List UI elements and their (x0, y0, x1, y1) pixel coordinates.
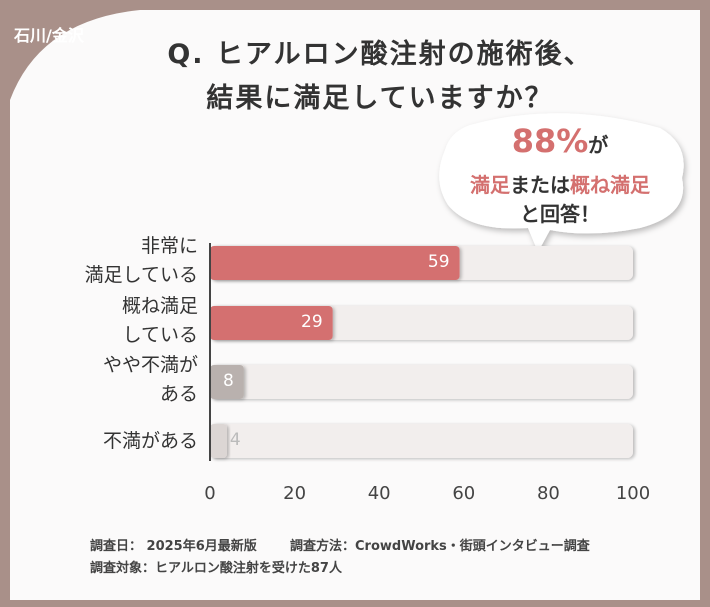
footer-text: 調査対象：ヒアルロン酸注射を受けた87人 (90, 561, 342, 576)
bar (210, 246, 460, 280)
category-label: 不満がある (102, 429, 198, 452)
track (210, 424, 633, 458)
value-label: 8 (223, 371, 234, 391)
x-tick-label: 60 (452, 483, 476, 504)
value-label: 29 (301, 312, 323, 332)
callout-text: が (588, 133, 609, 157)
bar (210, 365, 244, 399)
callout-text: 満足 (470, 173, 510, 197)
footer-text: 調査方法：CrowdWorks・街頭インタビュー調査 (290, 539, 590, 554)
chart (209, 243, 633, 461)
value-label: 4 (229, 430, 241, 450)
badge: 石川/金沢 (14, 26, 84, 45)
category-label: 非常に 満足している (84, 235, 198, 286)
callout-line: 88%が (440, 122, 680, 160)
callout-bubble (439, 113, 684, 252)
value-label: 59 (427, 252, 450, 272)
x-tick-label: 40 (367, 483, 391, 504)
bar (210, 424, 227, 458)
bar (210, 306, 333, 340)
x-tick-label: 80 (536, 483, 560, 504)
footer-text: 調査日： 2025年6月最新版 (90, 539, 257, 554)
title: Q. ヒアルロン酸注射の施術後、 (167, 39, 593, 70)
title: 結果に満足していますか？ (206, 83, 554, 114)
category-label: やや不満が ある (102, 354, 198, 405)
callout-text: または (510, 173, 570, 197)
callout-text: 概ね満足 (570, 173, 650, 197)
callout-line: と回答！ (440, 198, 680, 227)
x-tick-label: 20 (283, 483, 307, 504)
x-tick-label: 100 (615, 483, 651, 504)
callout-text: 88% (511, 122, 589, 160)
x-tick-label: 0 (204, 483, 216, 504)
callout-text: と回答！ (520, 202, 600, 226)
track (210, 365, 633, 399)
callout-line: 満足または概ね満足 (440, 169, 680, 198)
category-label: 概ね満足 している (121, 295, 198, 346)
